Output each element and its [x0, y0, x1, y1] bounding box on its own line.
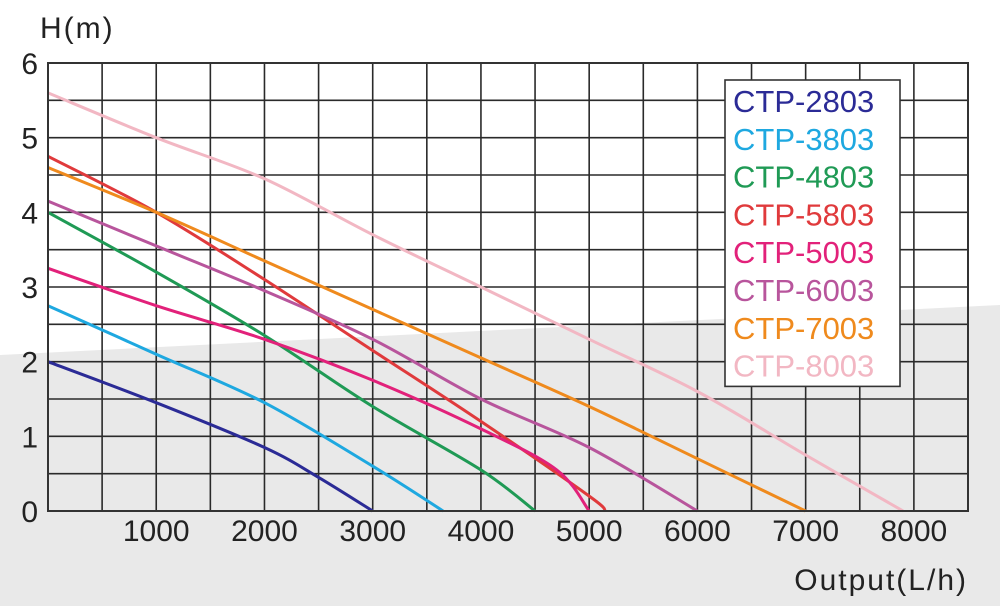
y-tick-label: 5 [21, 123, 38, 156]
x-tick-label: 2000 [231, 515, 298, 548]
y-axis-title: H(m) [40, 12, 115, 45]
legend-entry: CTP-5003 [733, 235, 874, 270]
x-tick-label: 4000 [448, 515, 515, 548]
y-tick-labels: 0 1 2 3 4 5 6 [21, 48, 38, 529]
series-line-ctp-4803 [47, 210, 536, 513]
legend: CTP-2803CTP-3803CTP-4803CTP-5803CTP-5003… [724, 79, 901, 388]
series-line-ctp-8003 [47, 91, 904, 513]
legend-entry: CTP-8003 [733, 349, 874, 384]
series-line-ctp-5003 [47, 266, 591, 512]
legend-entry: CTP-5803 [733, 197, 874, 232]
legend-entry: CTP-7003 [733, 311, 874, 346]
x-tick-label: 8000 [881, 515, 948, 548]
x-tick-label: 6000 [664, 515, 731, 548]
y-tick-label: 4 [21, 197, 38, 230]
y-tick-label: 3 [21, 272, 38, 305]
series-line-ctp-3803 [47, 304, 444, 513]
series-line-ctp-6003 [47, 199, 699, 513]
series-line-ctp-2803 [47, 360, 374, 513]
x-axis-title: Output(L/h) [794, 564, 968, 597]
x-tick-label: 1000 [123, 515, 190, 548]
y-tick-label: 0 [21, 496, 38, 529]
x-tick-label: 7000 [772, 515, 839, 548]
x-tick-labels: 1000 2000 3000 4000 5000 6000 7000 8000 [123, 515, 947, 548]
legend-entry: CTP-4803 [733, 160, 874, 195]
legend-entry: CTP-2803 [733, 84, 874, 119]
legend-entry: CTP-6003 [733, 273, 874, 308]
series-line-ctp-7003 [47, 166, 807, 513]
series-lines [47, 91, 904, 513]
y-tick-label: 2 [21, 347, 38, 380]
plot-frame [47, 62, 969, 512]
legend-entry: CTP-3803 [733, 122, 874, 157]
x-tick-label: 3000 [339, 515, 406, 548]
y-tick-label: 6 [21, 48, 38, 81]
legend-box [724, 79, 901, 388]
x-tick-label: 5000 [556, 515, 623, 548]
y-tick-label: 1 [21, 421, 38, 454]
